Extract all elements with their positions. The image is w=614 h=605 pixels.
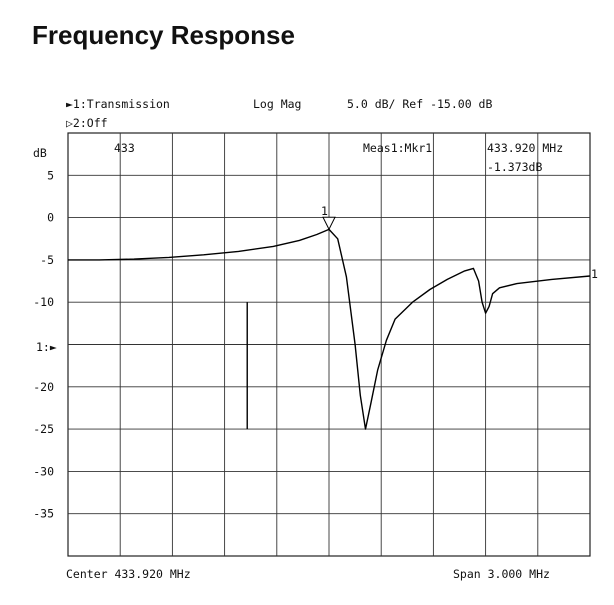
- y-tick-label: -20: [33, 380, 54, 394]
- ref-level-label: 1:►: [36, 340, 57, 354]
- y-tick-label: 5: [47, 168, 54, 182]
- chart-title: Frequency Response: [32, 20, 295, 50]
- grid: [67, 132, 591, 557]
- marker-value-label: -1.373dB: [487, 160, 542, 174]
- marker-triangle: [322, 216, 336, 231]
- marker-meas-label: Meas1:Mkr1: [363, 141, 432, 155]
- center-frequency-label: Center 433.920 MHz: [66, 567, 191, 581]
- y-tick-labels: 5 0 -5 -10 -20 -25 -30 -35: [33, 168, 54, 520]
- y-unit-label: dB: [33, 146, 47, 160]
- y-tick-label: -30: [33, 464, 54, 478]
- y-tick-label: -10: [33, 295, 54, 309]
- trace-end-label: 1: [591, 267, 598, 281]
- marker-freq-label: 433.920 MHz: [487, 141, 563, 155]
- marker-stim-label: 433: [114, 141, 135, 155]
- trace1-label: ►1:Transmission: [66, 97, 170, 111]
- y-tick-label: 0: [47, 211, 54, 225]
- marker-number-label: 1: [321, 204, 328, 218]
- trace-layer: 1: [68, 204, 591, 430]
- y-tick-label: -25: [33, 422, 54, 436]
- y-tick-label: -35: [33, 507, 54, 521]
- trace2-label: ▷2:Off: [66, 116, 108, 130]
- span-label: Span 3.000 MHz: [453, 567, 550, 581]
- format-label: Log Mag: [253, 97, 301, 111]
- transmission-trace: [68, 228, 591, 430]
- scale-label: 5.0 dB/ Ref -15.00 dB: [347, 97, 492, 111]
- y-tick-label: -5: [40, 253, 54, 267]
